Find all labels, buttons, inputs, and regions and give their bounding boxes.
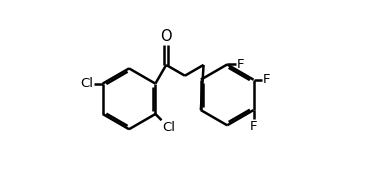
Text: F: F [263,73,270,86]
Text: Cl: Cl [162,121,175,134]
Text: Cl: Cl [80,77,93,90]
Text: O: O [160,29,172,44]
Text: F: F [250,120,257,133]
Text: F: F [237,58,244,71]
